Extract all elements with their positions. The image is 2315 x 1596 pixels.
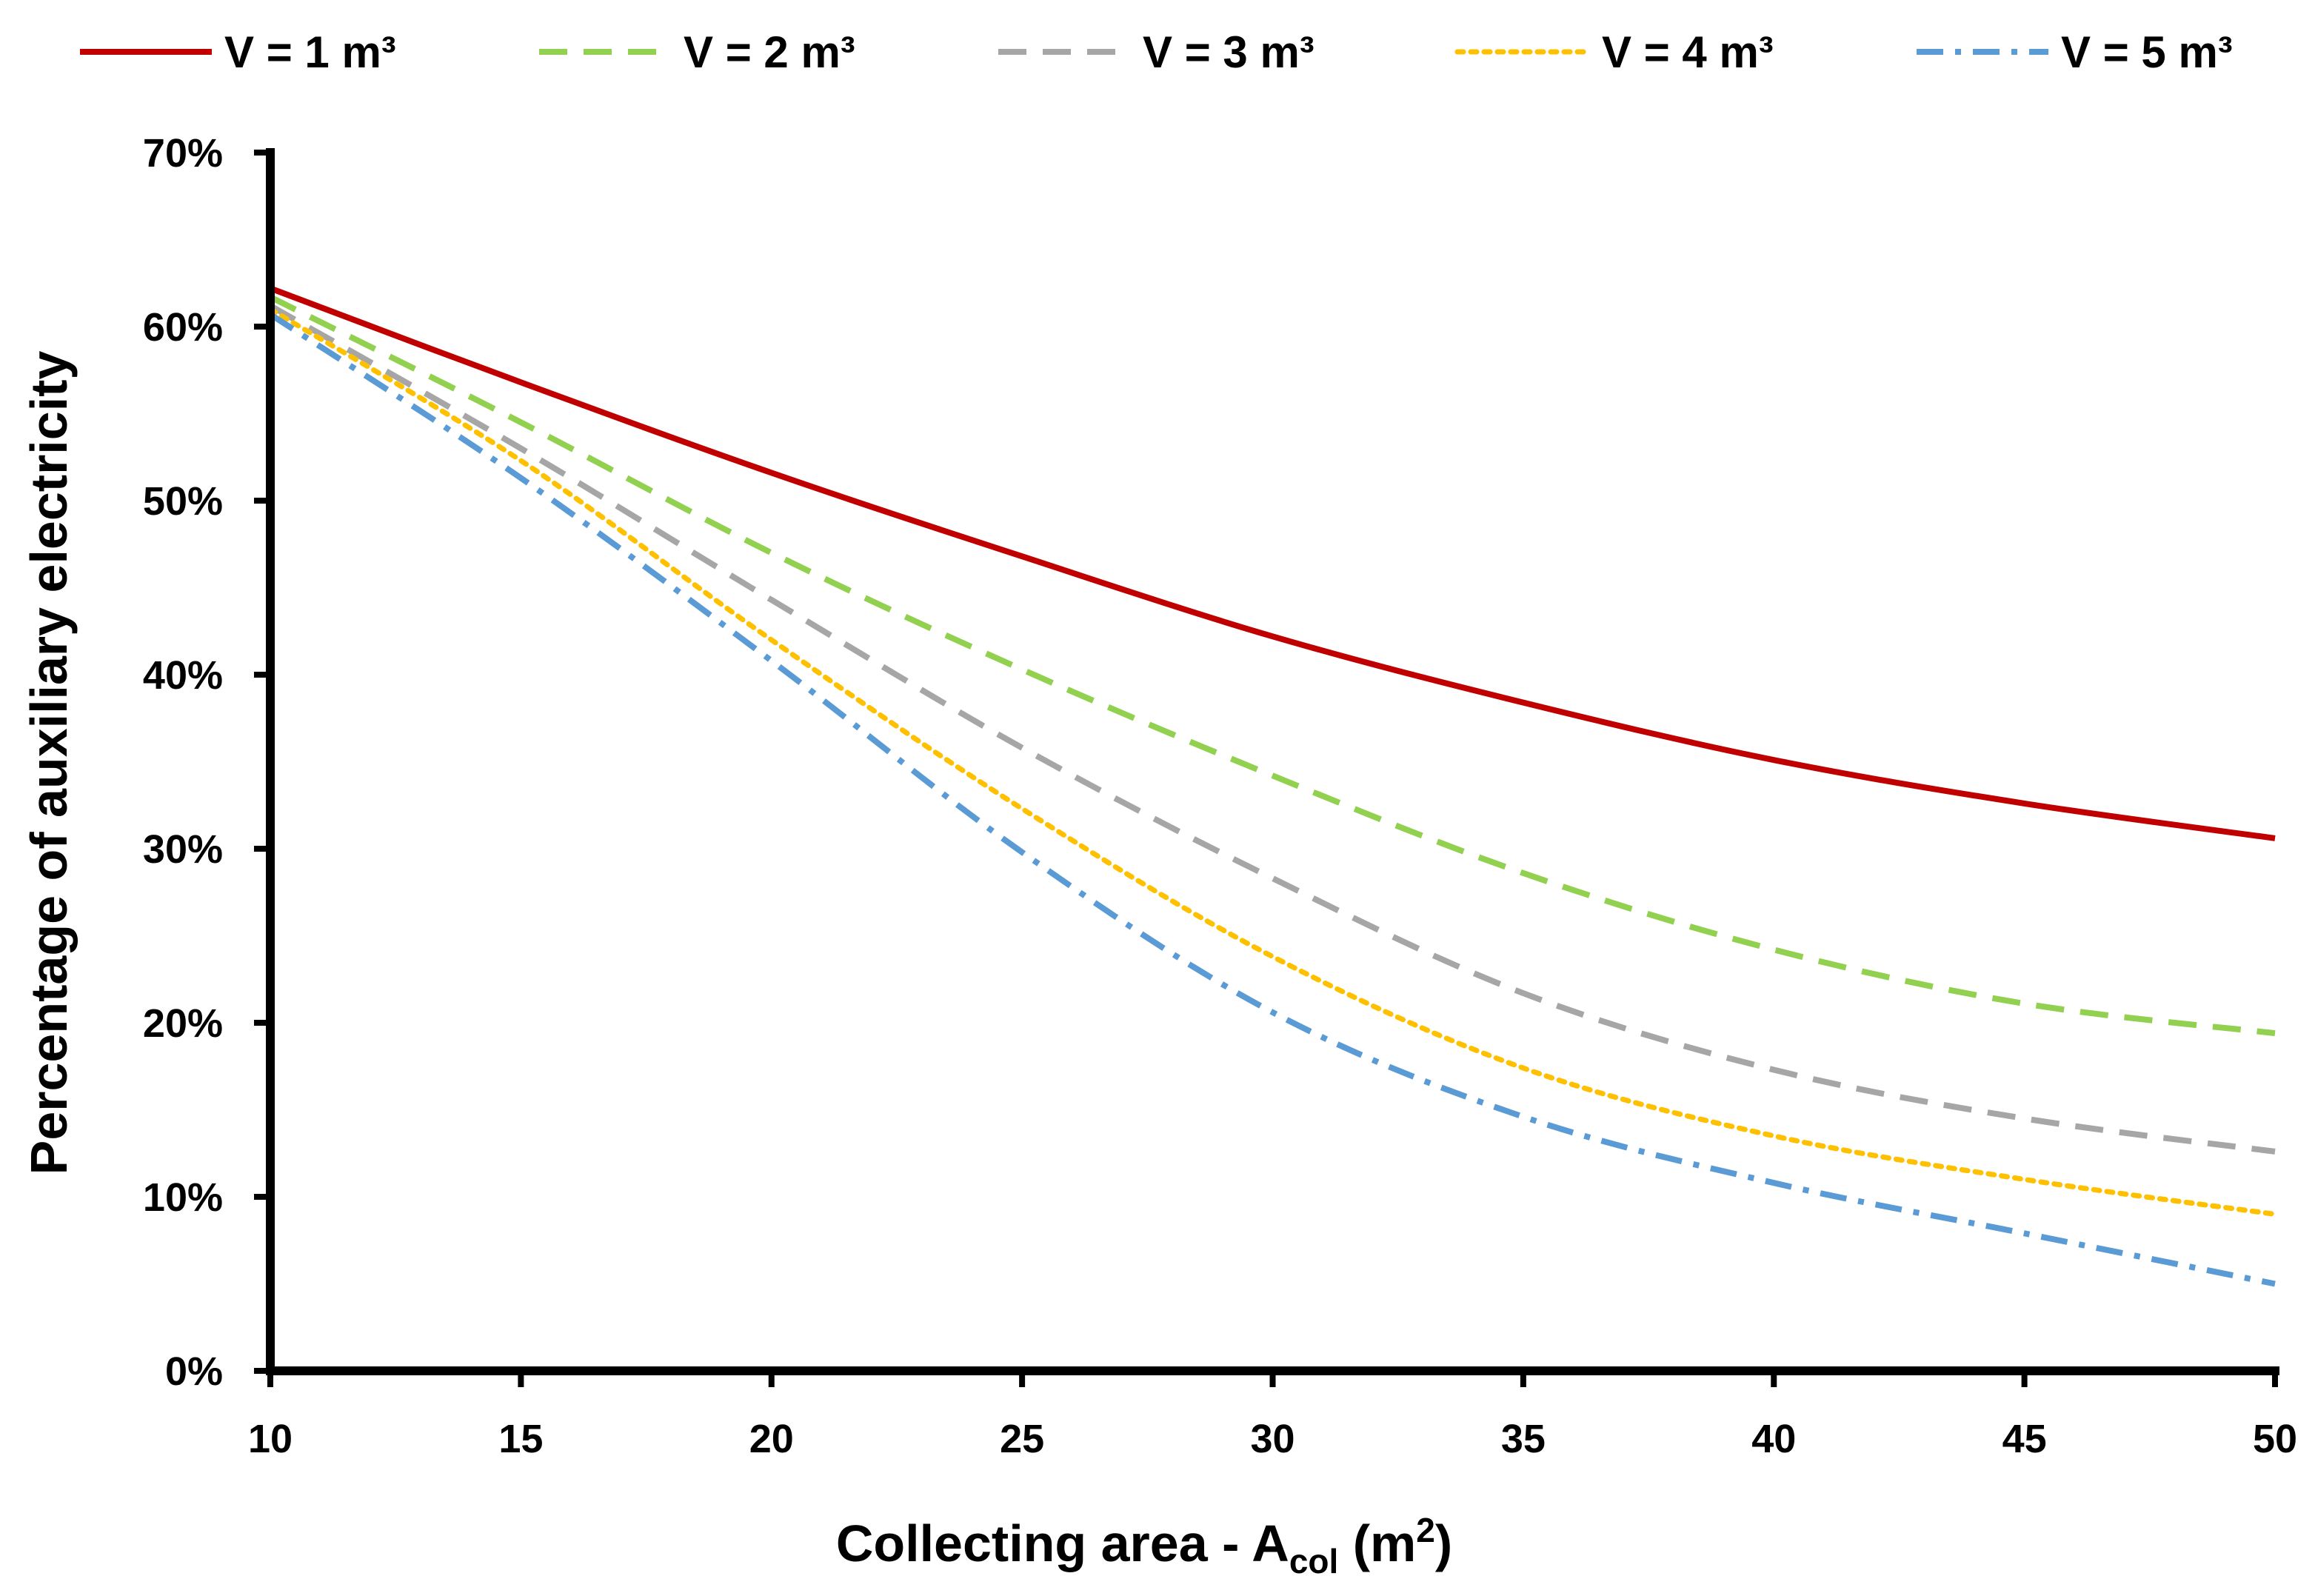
y-axis-title: Percentage of auxiliary electricity bbox=[20, 351, 78, 1175]
x-tick-label: 15 bbox=[498, 1417, 543, 1461]
y-tick-label: 40% bbox=[143, 653, 223, 698]
y-tick-label: 0% bbox=[165, 1349, 223, 1394]
x-tick-label: 35 bbox=[1501, 1417, 1546, 1461]
y-tick-label: 50% bbox=[143, 479, 223, 524]
x-tick-label: 40 bbox=[1751, 1417, 1796, 1461]
x-tick-label: 50 bbox=[2253, 1417, 2297, 1461]
series-line-v2 bbox=[269, 294, 2276, 1037]
x-tick-label: 10 bbox=[248, 1417, 293, 1461]
legend-label-v1: V = 1 m³ bbox=[224, 27, 396, 77]
legend: V = 1 m³ V = 2 m³ V = 3 m³ V = 4 m³ V = 5 m³ bbox=[80, 27, 2233, 77]
x-tick-label: 30 bbox=[1250, 1417, 1295, 1461]
x-axis-title-subscript: col bbox=[1289, 1542, 1338, 1580]
legend-label-v2: V = 2 m³ bbox=[684, 27, 855, 77]
legend-label-v4: V = 4 m³ bbox=[1602, 27, 1774, 77]
x-axis-title-main: Collecting area - A bbox=[836, 1515, 1289, 1572]
series-line-v5 bbox=[268, 312, 2276, 1287]
legend-label-v5: V = 5 m³ bbox=[2061, 27, 2233, 77]
x-axis-title-superscript: 2 bbox=[1416, 1511, 1435, 1549]
y-axis-ticks: 0% 10% 20% 30% 40% 50% 60% 70% bbox=[143, 131, 270, 1394]
series-line-v3 bbox=[269, 303, 2276, 1155]
legend-label-v3: V = 3 m³ bbox=[1143, 27, 1314, 77]
x-tick-label: 45 bbox=[2002, 1417, 2047, 1461]
series-line-v4 bbox=[267, 307, 2278, 1217]
x-axis-title-unit: (m bbox=[1338, 1515, 1416, 1572]
x-axis-title-unit-close: ) bbox=[1435, 1515, 1452, 1572]
x-tick-label: 20 bbox=[749, 1417, 794, 1461]
x-tick-label: 25 bbox=[1000, 1417, 1044, 1461]
y-tick-label: 10% bbox=[143, 1175, 223, 1220]
y-tick-label: 30% bbox=[143, 827, 223, 872]
series-line-v1 bbox=[269, 285, 2276, 841]
series-lines bbox=[267, 285, 2278, 1287]
y-tick-label: 20% bbox=[143, 1001, 223, 1046]
y-tick-label: 60% bbox=[143, 305, 223, 350]
x-axis-title: Collecting area - Acol (m2) bbox=[836, 1511, 1452, 1580]
x-axis-ticks: 10 15 20 25 30 35 40 45 50 bbox=[248, 1371, 2297, 1461]
y-tick-label: 70% bbox=[143, 131, 223, 176]
